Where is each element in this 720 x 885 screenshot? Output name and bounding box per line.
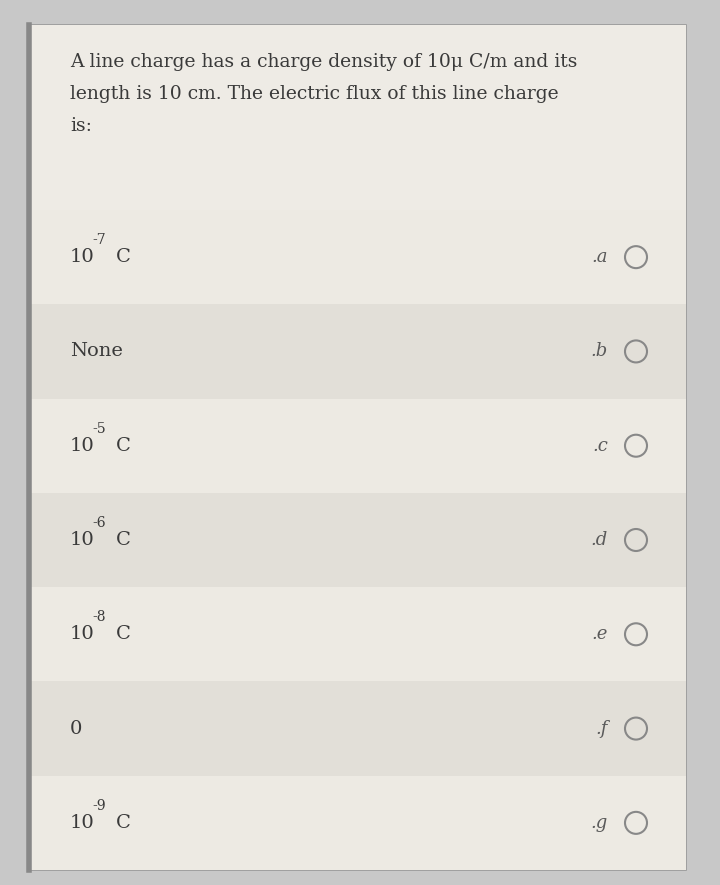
Text: .b: .b xyxy=(590,342,608,360)
Text: -8: -8 xyxy=(92,611,106,624)
Text: .g: .g xyxy=(590,814,608,832)
Text: None: None xyxy=(70,342,123,360)
Text: .f: .f xyxy=(595,720,608,737)
FancyBboxPatch shape xyxy=(28,210,686,304)
Text: 0: 0 xyxy=(70,720,82,737)
Text: -7: -7 xyxy=(92,233,106,247)
Text: 10: 10 xyxy=(70,248,95,266)
FancyBboxPatch shape xyxy=(28,681,686,776)
Text: 10: 10 xyxy=(70,626,95,643)
Text: 10: 10 xyxy=(70,436,95,455)
FancyBboxPatch shape xyxy=(28,25,686,870)
Text: C: C xyxy=(116,248,131,266)
Text: C: C xyxy=(116,531,131,549)
FancyBboxPatch shape xyxy=(28,398,686,493)
Text: is:: is: xyxy=(70,117,92,135)
Text: C: C xyxy=(116,626,131,643)
Text: 10: 10 xyxy=(70,814,95,832)
Text: -6: -6 xyxy=(92,516,106,530)
FancyBboxPatch shape xyxy=(28,587,686,681)
Text: length is 10 cm. The electric flux of this line charge: length is 10 cm. The electric flux of th… xyxy=(70,85,559,103)
Text: .c: .c xyxy=(592,436,608,455)
FancyBboxPatch shape xyxy=(28,493,686,587)
Text: -5: -5 xyxy=(92,422,106,435)
Text: A line charge has a charge density of 10μ C/m and its: A line charge has a charge density of 10… xyxy=(70,53,577,71)
Text: .a: .a xyxy=(592,248,608,266)
Text: C: C xyxy=(116,436,131,455)
FancyBboxPatch shape xyxy=(28,304,686,398)
Text: C: C xyxy=(116,814,131,832)
FancyBboxPatch shape xyxy=(28,25,686,210)
Text: .d: .d xyxy=(590,531,608,549)
Text: -9: -9 xyxy=(92,799,106,813)
Text: .e: .e xyxy=(592,626,608,643)
FancyBboxPatch shape xyxy=(28,776,686,870)
Text: 10: 10 xyxy=(70,531,95,549)
